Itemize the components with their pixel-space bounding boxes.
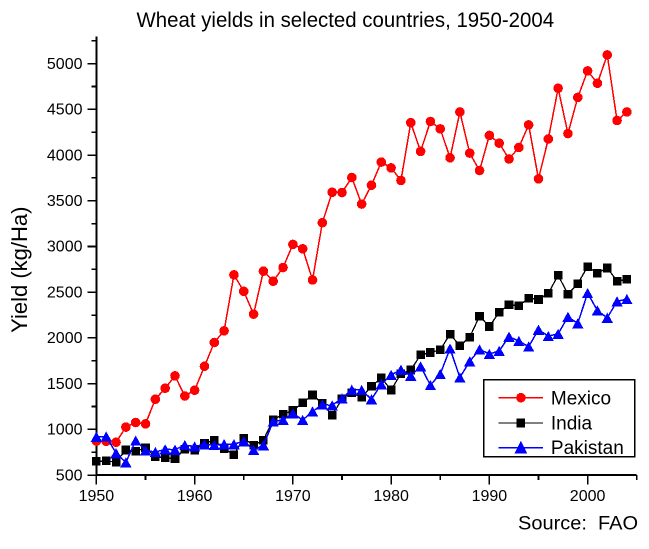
svg-text:5000: 5000 <box>47 56 83 73</box>
svg-text:4500: 4500 <box>47 102 83 119</box>
svg-text:4000: 4000 <box>47 147 83 164</box>
svg-text:1000: 1000 <box>47 422 83 439</box>
svg-text:Yield (kg/Ha): Yield (kg/Ha) <box>7 207 32 333</box>
svg-text:2500: 2500 <box>47 284 83 301</box>
svg-text:3500: 3500 <box>47 193 83 210</box>
svg-text:Source: FAO: Source: FAO <box>518 514 638 535</box>
svg-text:1970: 1970 <box>275 488 311 505</box>
svg-text:2000: 2000 <box>570 488 606 505</box>
svg-text:2000: 2000 <box>47 330 83 347</box>
svg-text:1960: 1960 <box>177 488 213 505</box>
svg-text:1980: 1980 <box>373 488 409 505</box>
svg-text:1990: 1990 <box>472 488 508 505</box>
svg-text:India: India <box>551 414 593 435</box>
svg-text:Pakistan: Pakistan <box>551 438 624 459</box>
svg-text:1950: 1950 <box>79 488 115 505</box>
svg-text:1500: 1500 <box>47 376 83 393</box>
svg-text:Wheat yields in selected count: Wheat yields in selected countries, 1950… <box>137 9 555 32</box>
svg-text:3000: 3000 <box>47 239 83 256</box>
svg-text:Mexico: Mexico <box>551 388 611 409</box>
svg-text:500: 500 <box>56 467 83 484</box>
